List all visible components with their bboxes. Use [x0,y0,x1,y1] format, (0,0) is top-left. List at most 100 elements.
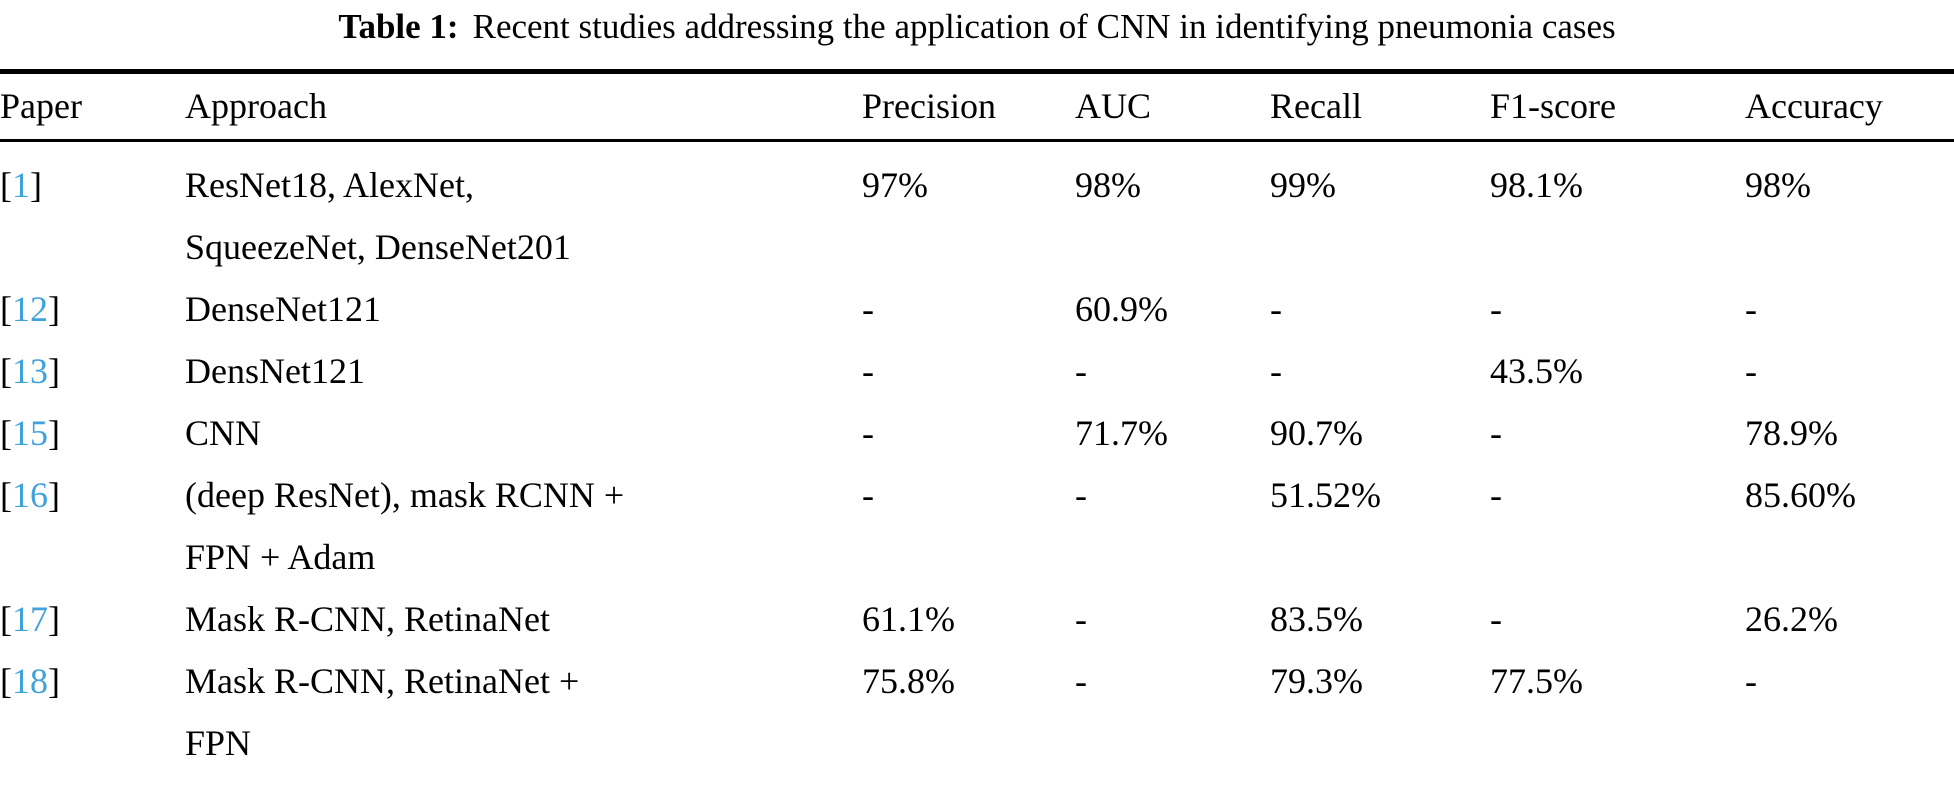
paper-cell: [17] [0,588,185,650]
approach-text: FPN [185,723,252,763]
approach-text: FPN + Adam [185,537,376,577]
approach-text: (deep ResNet), mask RCNN + [185,475,625,515]
approach-cell: DenseNet121 [185,278,862,340]
precision-value: - [862,289,874,329]
citation-link[interactable]: 15 [12,413,48,453]
results-table: Paper Approach Precision AUC Recall F1-s… [0,69,1954,787]
citation-link[interactable]: 18 [12,661,48,701]
f1-score-value: - [1490,774,1745,787]
table-row: [19] CNN - - - - 90.68% [0,774,1954,787]
table-caption-text: Recent studies addressing the applicatio… [472,7,1616,46]
citation-bracket-open: [ [0,413,12,453]
accuracy-value: 85.60% [1745,475,1856,515]
approach-cell: DensNet121 [185,340,862,402]
recall-value: 51.52% [1270,475,1381,515]
citation-bracket-open: [ [0,165,12,205]
citation-bracket-open: [ [0,289,12,329]
citation-bracket-close: ] [48,413,60,453]
table-caption: Table 1: Recent studies addressing the ap… [0,2,1954,52]
accuracy-value: 90.68% [1745,774,1954,787]
approach-text: DensNet121 [185,351,365,391]
approach-cell: ResNet18, AlexNet, SqueezeNet, DenseNet2… [185,141,862,279]
accuracy-value: - [1745,351,1757,391]
recall-value: 83.5% [1270,599,1363,639]
citation-bracket-close: ] [48,289,60,329]
table-row: [12] DenseNet121 - 60.9% - - - [0,278,1954,340]
f1-score-value: 77.5% [1490,661,1583,701]
paper-cell: [13] [0,340,185,402]
citation-bracket-open: [ [0,661,12,701]
paper-cell: [19] [0,774,185,787]
approach-text: Mask R-CNN, RetinaNet + [185,661,580,701]
table-row: [18] Mask R-CNN, RetinaNet + FPN 75.8% -… [0,650,1954,774]
table-caption-label: Table 1: [338,7,459,46]
accuracy-value: - [1745,289,1757,329]
recall-value: 90.7% [1270,413,1363,453]
table-row: [17] Mask R-CNN, RetinaNet 61.1% - 83.5%… [0,588,1954,650]
citation-bracket-open: [ [0,599,12,639]
auc-value: - [1075,351,1087,391]
auc-value: - [1075,661,1087,701]
auc-value: 71.7% [1075,413,1168,453]
table-header-row: Paper Approach Precision AUC Recall F1-s… [0,71,1954,142]
approach-cell: CNN [185,402,862,464]
citation-bracket-open: [ [0,785,12,787]
table-row: [13] DensNet121 - - - 43.5% - [0,340,1954,402]
paper-cell: [16] [0,464,185,588]
precision-value: 61.1% [862,599,955,639]
precision-value: - [862,475,874,515]
f1-score-value: - [1490,413,1502,453]
recall-value: - [1270,351,1282,391]
citation-bracket-close: ] [48,785,60,787]
col-header-precision: Precision [862,71,1075,142]
citation-link[interactable]: 13 [12,351,48,391]
citation-bracket-close: ] [30,165,42,205]
citation-link[interactable]: 17 [12,599,48,639]
table-row: [1] ResNet18, AlexNet, SqueezeNet, Dense… [0,141,1954,279]
col-header-recall: Recall [1270,71,1490,142]
table-row: [15] CNN - 71.7% 90.7% - 78.9% [0,402,1954,464]
precision-value: 97% [862,165,928,205]
approach-text: CNN [185,774,862,787]
f1-score-value: - [1490,599,1502,639]
precision-value: - [862,413,874,453]
col-header-auc: AUC [1075,71,1270,142]
col-header-approach: Approach [185,71,862,142]
f1-score-value: 98.1% [1490,165,1583,205]
accuracy-value: 26.2% [1745,599,1838,639]
col-header-paper: Paper [0,71,185,142]
approach-cell: Mask R-CNN, RetinaNet + FPN [185,650,862,774]
approach-text: CNN [185,413,262,453]
recall-value: 99% [1270,165,1336,205]
citation-link[interactable]: 12 [12,289,48,329]
paper-cell: [1] [0,141,185,279]
col-header-f1-score: F1-score [1490,71,1745,142]
col-header-accuracy: Accuracy [1745,71,1954,142]
recall-value: - [1270,289,1282,329]
f1-score-value: - [1490,475,1502,515]
citation-bracket-open: [ [0,351,12,391]
approach-cell: (deep ResNet), mask RCNN + FPN + Adam [185,464,862,588]
citation-link[interactable]: 1 [12,165,30,205]
precision-value: 75.8% [862,661,955,701]
precision-value: - [862,774,1075,787]
approach-text: SqueezeNet, DenseNet201 [185,227,571,267]
approach-cell: Mask R-CNN, RetinaNet [185,588,862,650]
auc-value: - [1075,475,1087,515]
approach-text: ResNet18, AlexNet, [185,165,474,205]
citation-bracket-close: ] [48,351,60,391]
approach-text: Mask R-CNN, RetinaNet [185,599,550,639]
auc-value: - [1075,774,1270,787]
paper-cell: [18] [0,650,185,774]
f1-score-value: - [1490,289,1502,329]
citation-bracket-close: ] [48,661,60,701]
recall-value: - [1270,774,1490,787]
accuracy-value: 98% [1745,165,1811,205]
precision-value: - [862,351,874,391]
citation-link[interactable]: 16 [12,475,48,515]
auc-value: - [1075,599,1087,639]
auc-value: 60.9% [1075,289,1168,329]
approach-cell: CNN [185,774,862,787]
citation-link[interactable]: 19 [12,785,48,787]
